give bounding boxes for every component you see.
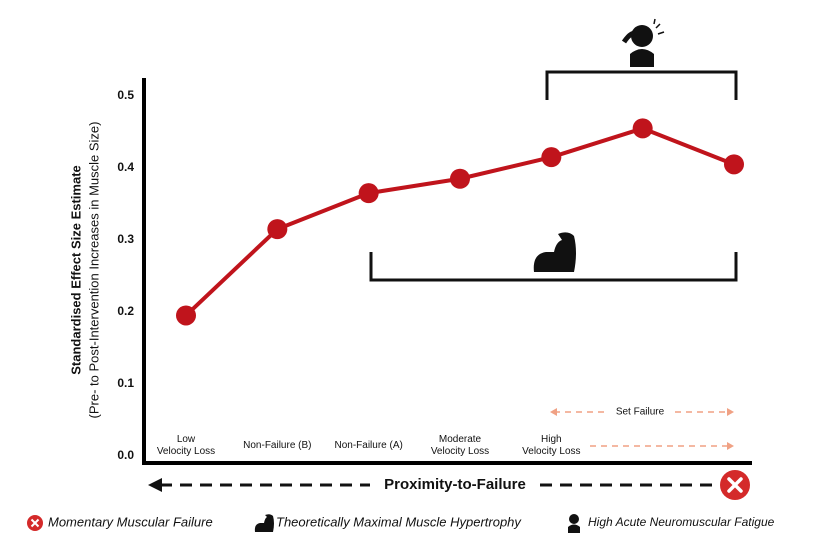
y-tick-label: 0.3 [117, 232, 134, 246]
arrow-head [148, 478, 162, 492]
fatigue-icon [621, 18, 665, 67]
y-tick-label: 0.0 [117, 448, 134, 462]
data-point [267, 219, 288, 240]
y-tick-label: 0.4 [117, 160, 134, 174]
y-tick-label: 0.1 [117, 376, 134, 390]
x-tick-line: Velocity Loss [522, 446, 580, 457]
x-tick-line: Velocity Loss [157, 446, 215, 457]
x-axis-label: Proximity-to-Failure [384, 476, 526, 493]
data-point [724, 154, 744, 175]
label-bg [370, 474, 540, 496]
x-tick-label: Non-Failure (A) [334, 440, 402, 451]
x-tick-line: High [541, 434, 562, 445]
y-axis-sublabel: (Pre- to Post-Intervention Increases in … [86, 122, 101, 419]
fatigue-bracket [545, 70, 738, 100]
legend-icon [254, 514, 274, 532]
legend-icon [27, 515, 43, 531]
failure-icon [720, 470, 750, 500]
legend: Momentary Muscular Failure Theoretically… [27, 514, 775, 533]
annotation: Set Failure [616, 407, 665, 418]
data-point [450, 168, 470, 189]
y-tick-label: 0.2 [117, 304, 134, 318]
label-bg [608, 404, 672, 420]
x-tick-line: Non-Failure (B) [243, 440, 311, 451]
legend-label: Theoretically Maximal Muscle Hypertrophy [276, 514, 522, 529]
x-tick-line: Velocity Loss [431, 446, 489, 457]
x-tick-line: Low [177, 434, 196, 445]
legend-label: High Acute Neuromuscular Fatigue [588, 515, 775, 529]
x-tick-line: Non-Failure (A) [334, 440, 402, 451]
data-point [632, 118, 653, 139]
data-point [541, 147, 562, 168]
hypertrophy-bracket [369, 252, 738, 282]
y-axis-label: Standardised Effect Size Estimate [68, 165, 83, 375]
muscle-icon [533, 232, 576, 272]
series-line [184, 126, 735, 317]
x-tick-label: Moderate Velocity Loss [431, 434, 489, 457]
y-tick-label: 0.5 [117, 88, 134, 102]
data-point [358, 183, 379, 204]
x-tick-line: Moderate [439, 434, 482, 445]
y-label-group: Standardised Effect Size Estimate (Pre- … [68, 122, 101, 419]
data-point [176, 305, 196, 326]
x-tick-label: High Velocity Loss [522, 434, 580, 457]
legend-label: Momentary Muscular Failure [48, 514, 213, 529]
x-tick-label: Non-Failure (B) [243, 440, 311, 451]
legend-icon [568, 514, 580, 533]
x-tick-label: Low Velocity Loss [157, 434, 215, 457]
arrow-head [727, 442, 734, 450]
